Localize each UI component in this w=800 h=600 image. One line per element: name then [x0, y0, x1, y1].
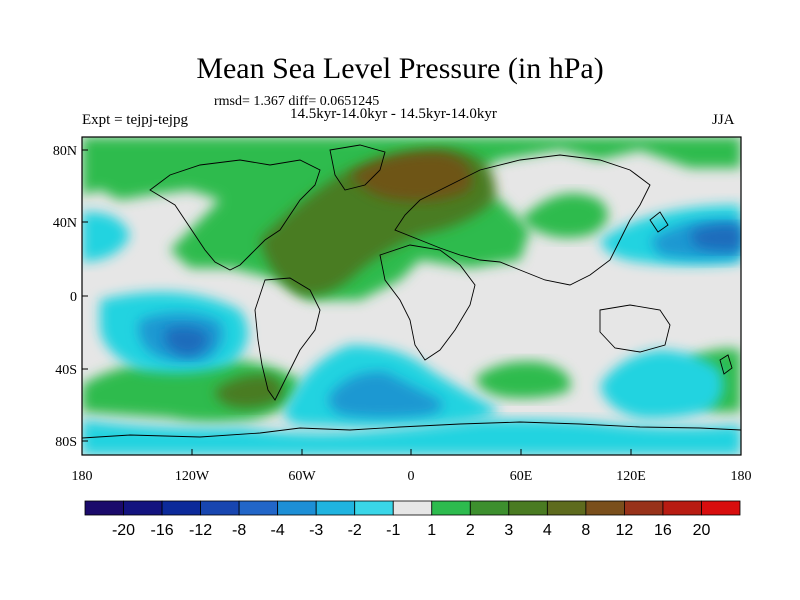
y-axis: 80N 40N 0 40S 80S [53, 144, 88, 450]
colorbar-swatch [200, 500, 240, 516]
green-region-south-indian [475, 361, 571, 399]
coastline-new-zealand [719, 354, 733, 375]
y-tick-label: 40N [53, 216, 77, 231]
season-label: JJA [712, 112, 735, 128]
coastline-japan [649, 211, 669, 233]
coastline-north-america [149, 159, 321, 271]
colorbar-label: -8 [232, 522, 246, 539]
colorbar-swatch [431, 500, 471, 516]
experiment-label: Expt = tejpj-tejpg [82, 112, 188, 128]
coastline-africa [379, 244, 476, 361]
colorbar-swatch [624, 500, 664, 516]
colorbar-swatch [585, 500, 625, 516]
coastline-australia [599, 304, 671, 353]
colorbar-label: 20 [693, 522, 711, 539]
colorbar-swatch [546, 500, 587, 516]
coastline-south-america [254, 277, 321, 401]
cyan-region-south-indian [600, 350, 724, 419]
coastline-antarctica [82, 421, 741, 439]
x-tick-label: 120E [616, 469, 646, 484]
x-axis: 180 120W 60W 0 60E 120E 180 [72, 449, 752, 484]
period-label: 14.5kyr-14.0kyr - 14.5kyr-14.0kyr [290, 106, 497, 122]
x-tick-label: 120W [175, 469, 210, 484]
cyan-region-southern-ocean [82, 419, 741, 455]
colorbar-swatch [315, 500, 356, 516]
blue-region-south-atlantic [328, 371, 443, 418]
colorbar-swatch [508, 500, 548, 516]
colorbar-label: -3 [309, 522, 323, 539]
colorbar-label: -16 [150, 522, 173, 539]
colorbar-label: 1 [427, 522, 436, 539]
chart-title: Mean Sea Level Pressure (in hPa) [196, 52, 604, 85]
colorbar-swatch [354, 500, 394, 516]
coastlines [82, 144, 741, 439]
colorbar-swatch [238, 500, 279, 516]
colorbar-swatch [123, 500, 163, 516]
colorbar-label: 4 [543, 522, 552, 539]
x-tick-label: 180 [731, 469, 752, 484]
cyan-region-west-pacific [82, 211, 130, 262]
colorbar-label: 16 [654, 522, 672, 539]
colorbar-swatch [701, 500, 741, 516]
colorbar-label: -4 [271, 522, 285, 539]
colorbar-swatch [392, 500, 433, 516]
colorbar-label: 2 [466, 522, 475, 539]
deepblue-region-south-pacific [165, 326, 209, 356]
y-tick-label: 80N [53, 144, 77, 159]
colorbar-label: -20 [112, 522, 135, 539]
colorbar-swatch [469, 500, 510, 516]
deepblue-region-north-pacific [690, 224, 741, 251]
colorbar-swatch [84, 500, 124, 516]
colorbar-label: 12 [616, 522, 634, 539]
colorbar-label: -2 [348, 522, 362, 539]
colorbar-swatch [277, 500, 317, 516]
colorbar-label: 3 [504, 522, 513, 539]
colorbar: -20 -16 -12 -8 -4 -3 -2 -1 1 2 3 4 8 12 16 20 [84, 500, 741, 539]
x-tick-label: 60E [510, 469, 533, 484]
y-tick-label: 80S [55, 435, 77, 450]
green-region-north-pacific [520, 193, 608, 238]
y-tick-label: 0 [70, 290, 77, 305]
coastline-eurasia [394, 154, 651, 286]
coastline-greenland [329, 144, 386, 191]
colorbar-swatch [662, 500, 702, 516]
x-tick-label: 60W [288, 469, 316, 484]
y-tick-label: 40S [55, 363, 77, 378]
colorbar-swatch [161, 500, 201, 516]
colorbar-label: -12 [189, 522, 212, 539]
x-tick-label: 0 [408, 469, 415, 484]
stats-text: rmsd= 1.367 diff= 0.0651245 [214, 94, 380, 109]
map-fields [82, 137, 741, 455]
x-tick-label: 180 [72, 469, 93, 484]
colorbar-label: 8 [581, 522, 590, 539]
colorbar-label: -1 [386, 522, 400, 539]
